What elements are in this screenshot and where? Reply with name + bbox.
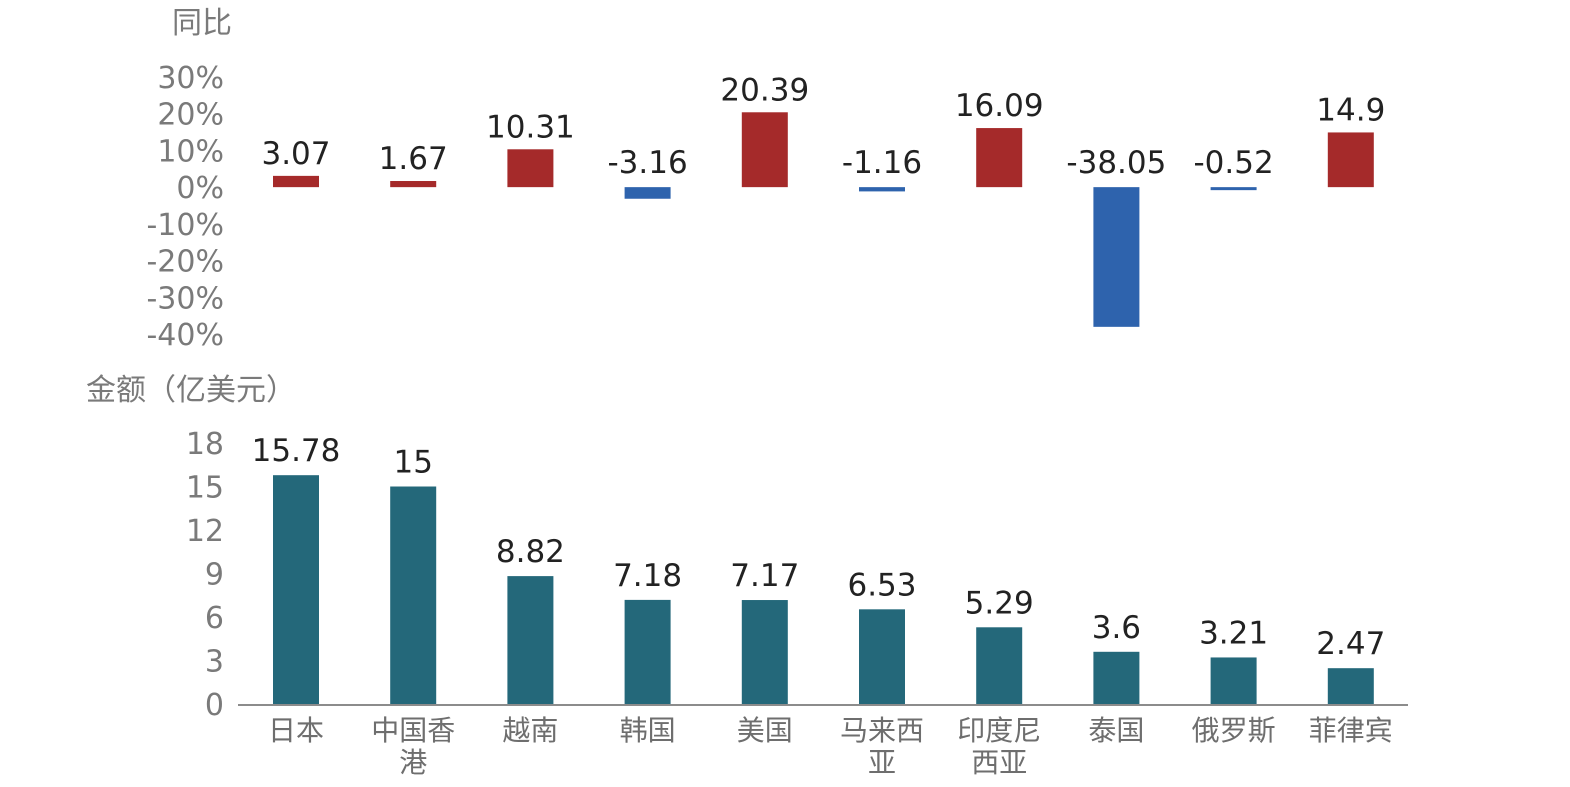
amount-bar <box>976 627 1023 704</box>
yoy-bar <box>273 175 319 188</box>
amount-axis-title: 金额（亿美元） <box>86 373 296 408</box>
yoy-bar <box>390 181 437 188</box>
x-category-label: 港 <box>399 746 427 779</box>
x-category-label: 泰国 <box>1088 714 1144 747</box>
amount-y-tick-label: 18 <box>186 427 224 462</box>
amount-bar <box>1210 657 1257 704</box>
amount-bar <box>624 599 671 704</box>
yoy-y-tick-label: 10% <box>157 134 224 169</box>
x-category-label: 中国香 <box>371 714 455 747</box>
amount-data-label: 5.29 <box>965 585 1034 621</box>
x-category-label: 日本 <box>268 714 324 747</box>
yoy-data-label: 3.07 <box>261 136 330 172</box>
yoy-y-tick-label: -40% <box>146 318 224 353</box>
yoy-axis-title: 同比 <box>172 6 232 41</box>
yoy-bar <box>1210 187 1257 191</box>
amount-data-label: 2.47 <box>1316 626 1385 662</box>
yoy-y-tick-label: 30% <box>157 61 224 96</box>
yoy-bar <box>976 128 1023 188</box>
yoy-bar <box>624 187 671 199</box>
amount-y-tick-label: 15 <box>186 471 224 506</box>
x-category-label: 马来西 <box>840 714 924 747</box>
amount-bar <box>273 475 319 704</box>
yoy-y-tick-label: -20% <box>146 245 224 280</box>
yoy-data-label: 14.9 <box>1316 92 1385 128</box>
x-category-label: 西亚 <box>971 746 1027 779</box>
yoy-data-label: 10.31 <box>486 109 575 145</box>
x-category-label: 菲律宾 <box>1309 714 1393 747</box>
amount-y-tick-label: 6 <box>205 601 224 636</box>
yoy-y-tick-label: -10% <box>146 208 224 243</box>
amount-y-tick-label: 3 <box>205 645 224 680</box>
yoy-y-tick-label: 0% <box>176 171 224 206</box>
yoy-data-label: -1.16 <box>842 145 922 181</box>
yoy-bar <box>859 187 905 192</box>
amount-bar <box>859 609 905 704</box>
yoy-data-label: 20.39 <box>720 72 809 108</box>
yoy-data-label: 16.09 <box>955 88 1044 124</box>
amount-data-label: 15.78 <box>252 433 341 469</box>
yoy-bar <box>1327 132 1374 188</box>
amount-data-label: 7.18 <box>613 558 682 594</box>
yoy-bar <box>507 149 554 188</box>
amount-data-label: 7.17 <box>730 558 799 594</box>
yoy-bar <box>1093 187 1140 327</box>
x-category-label: 俄罗斯 <box>1192 714 1276 747</box>
yoy-y-tick-label: 20% <box>157 98 224 133</box>
yoy-y-tick-label: -30% <box>146 281 224 316</box>
x-category-label: 美国 <box>737 714 793 747</box>
amount-data-label: 6.53 <box>847 567 916 603</box>
amount-data-label: 15 <box>393 445 432 481</box>
amount-y-tick-label: 9 <box>205 558 224 593</box>
amount-y-tick-label: 0 <box>205 688 224 723</box>
x-category-label: 越南 <box>502 714 558 747</box>
amount-data-label: 8.82 <box>496 534 565 570</box>
amount-bar <box>1093 651 1140 704</box>
amount-bar <box>507 576 554 704</box>
amount-bar <box>741 600 788 704</box>
amount-bar <box>1327 668 1374 704</box>
amount-data-label: 3.6 <box>1092 610 1141 646</box>
x-category-label: 印度尼 <box>957 714 1041 747</box>
yoy-data-label: -0.52 <box>1193 145 1273 181</box>
amount-bar <box>390 486 437 704</box>
amount-y-tick-label: 12 <box>186 514 224 549</box>
yoy-bar <box>741 112 788 188</box>
amount-data-label: 3.21 <box>1199 615 1268 651</box>
x-category-label: 韩国 <box>620 714 676 747</box>
yoy-data-label: 1.67 <box>379 141 448 177</box>
yoy-data-label: -3.16 <box>607 145 687 181</box>
yoy-data-label: -38.05 <box>1066 145 1166 181</box>
x-category-label: 亚 <box>868 746 896 779</box>
yoy-chart: 30%20%10%0%-10%-20%-30%-40% 3.07 1.67 10.31… <box>146 61 1385 353</box>
